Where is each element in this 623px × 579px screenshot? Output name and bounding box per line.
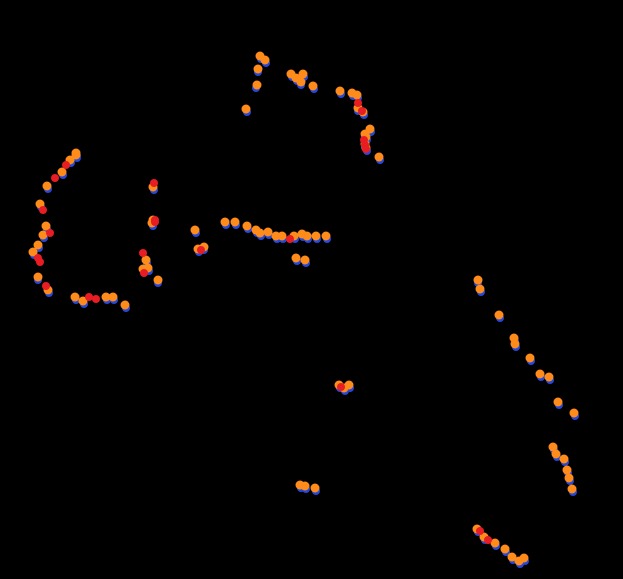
point-orange bbox=[375, 153, 384, 162]
point-orange bbox=[520, 554, 529, 563]
point-orange bbox=[297, 78, 306, 87]
point-red bbox=[337, 383, 345, 391]
point-red bbox=[51, 174, 59, 182]
point-orange bbox=[301, 256, 310, 265]
point-orange bbox=[560, 455, 569, 464]
point-orange bbox=[121, 301, 130, 310]
point-red bbox=[151, 218, 159, 226]
point-red bbox=[36, 258, 44, 266]
point-orange bbox=[322, 232, 331, 241]
point-orange bbox=[311, 484, 320, 493]
point-orange bbox=[231, 218, 240, 227]
point-red bbox=[62, 161, 70, 169]
point-red bbox=[197, 246, 205, 254]
point-orange bbox=[242, 105, 251, 114]
point-red bbox=[286, 235, 294, 243]
point-orange bbox=[545, 373, 554, 382]
point-orange bbox=[221, 218, 230, 227]
point-red bbox=[92, 295, 100, 303]
point-orange bbox=[34, 273, 43, 282]
point-orange bbox=[570, 409, 579, 418]
point-red bbox=[42, 282, 50, 290]
point-orange bbox=[554, 398, 563, 407]
point-orange bbox=[301, 482, 310, 491]
point-orange bbox=[336, 87, 345, 96]
point-orange bbox=[292, 254, 301, 263]
point-orange bbox=[43, 182, 52, 191]
point-orange bbox=[109, 293, 118, 302]
point-red bbox=[39, 206, 47, 214]
point-orange bbox=[191, 226, 200, 235]
point-orange bbox=[526, 354, 535, 363]
point-red bbox=[139, 249, 147, 257]
point-orange bbox=[476, 285, 485, 294]
point-red bbox=[140, 269, 148, 277]
point-orange bbox=[253, 81, 262, 90]
point-orange bbox=[565, 474, 574, 483]
point-orange bbox=[474, 276, 483, 285]
point-orange bbox=[309, 82, 318, 91]
scatter-plot bbox=[0, 0, 623, 579]
point-orange bbox=[511, 340, 520, 349]
point-orange bbox=[254, 65, 263, 74]
point-red bbox=[46, 229, 54, 237]
point-orange bbox=[536, 370, 545, 379]
point-orange bbox=[495, 311, 504, 320]
point-orange bbox=[154, 276, 163, 285]
point-red bbox=[150, 179, 158, 187]
point-red bbox=[354, 99, 362, 107]
point-orange bbox=[261, 56, 270, 65]
point-orange bbox=[501, 545, 510, 554]
point-red bbox=[484, 536, 492, 544]
point-red bbox=[362, 145, 370, 153]
point-orange bbox=[243, 222, 252, 231]
point-orange bbox=[312, 232, 321, 241]
point-orange bbox=[303, 232, 312, 241]
point-red bbox=[358, 107, 366, 115]
point-orange bbox=[568, 485, 577, 494]
point-red bbox=[476, 527, 484, 535]
